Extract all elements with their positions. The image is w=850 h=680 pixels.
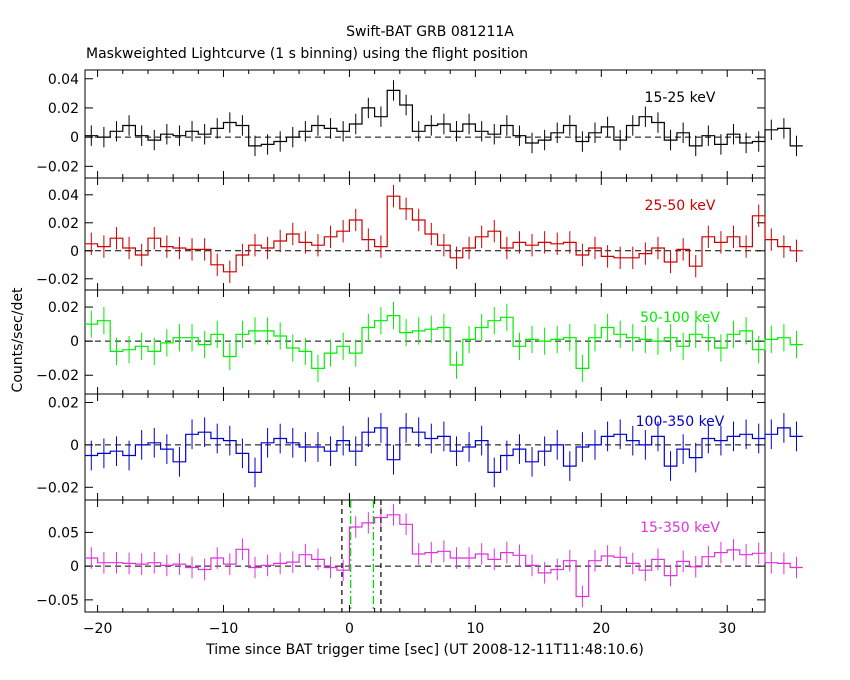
chart-title: Swift-BAT GRB 081211A: [346, 24, 514, 40]
x-tick-label: 30: [718, 621, 736, 637]
panel-frame: [84, 289, 766, 395]
y-tick-label: −0.05: [36, 593, 79, 609]
y-tick-label: −0.02: [36, 159, 79, 175]
series-step-line: [85, 427, 803, 473]
y-tick-label: 0: [70, 334, 79, 350]
y-tick-label: −0.02: [36, 272, 79, 288]
x-tick-label: 10: [466, 621, 484, 637]
y-tick-label: −0.02: [36, 368, 79, 384]
y-tick-label: 0: [70, 438, 79, 454]
panel-5: −0.05 0 0.05 15-350 keV: [36, 499, 803, 613]
band-label: 15-25 keV: [645, 90, 716, 106]
y-axis-label: Counts/sec/det: [10, 287, 26, 392]
y-tick-label: 0.02: [48, 300, 79, 316]
band-label: 15-350 keV: [640, 520, 720, 536]
y-tick-label: 0: [70, 130, 79, 146]
panel-4: −0.02 0 0.02 100-350 keV: [36, 393, 803, 501]
panels-group: −0.02 0 0.02 0.04 15-25 keV −0.02 0 0.02 0.04 25-…: [36, 69, 803, 637]
y-tick-label: −0.02: [36, 480, 79, 496]
y-tick-label: 0.04: [48, 72, 79, 88]
y-tick-label: 0.04: [48, 188, 79, 204]
y-tick-label: 0.05: [48, 525, 79, 541]
x-tick-label: −20: [83, 621, 113, 637]
band-label: 100-350 keV: [636, 414, 725, 430]
panel-1: −0.02 0 0.02 0.04 15-25 keV: [36, 69, 803, 179]
x-tick-label: 0: [345, 621, 354, 637]
band-label: 25-50 keV: [645, 198, 716, 214]
panel-frame: [84, 499, 766, 613]
y-tick-label: 0.02: [48, 216, 79, 232]
x-tick-label: −10: [209, 621, 239, 637]
chart-subtitle: Maskweighted Lightcurve (1 s binning) us…: [86, 46, 528, 62]
x-tick-label: 20: [592, 621, 610, 637]
panel-frame: [84, 69, 766, 179]
x-axis-label: Time since BAT trigger time [sec] (UT 20…: [205, 642, 644, 658]
y-tick-label: 0: [70, 559, 79, 575]
y-tick-label: 0.02: [48, 395, 79, 411]
y-tick-label: 0.02: [48, 101, 79, 117]
panel-frame: [84, 393, 766, 501]
band-label: 50-100 keV: [640, 310, 720, 326]
panel-2: −0.02 0 0.02 0.04 25-50 keV: [36, 177, 803, 291]
panel-3: −0.02 0 0.02 50-100 keV: [36, 289, 803, 395]
y-tick-label: 0: [70, 244, 79, 260]
